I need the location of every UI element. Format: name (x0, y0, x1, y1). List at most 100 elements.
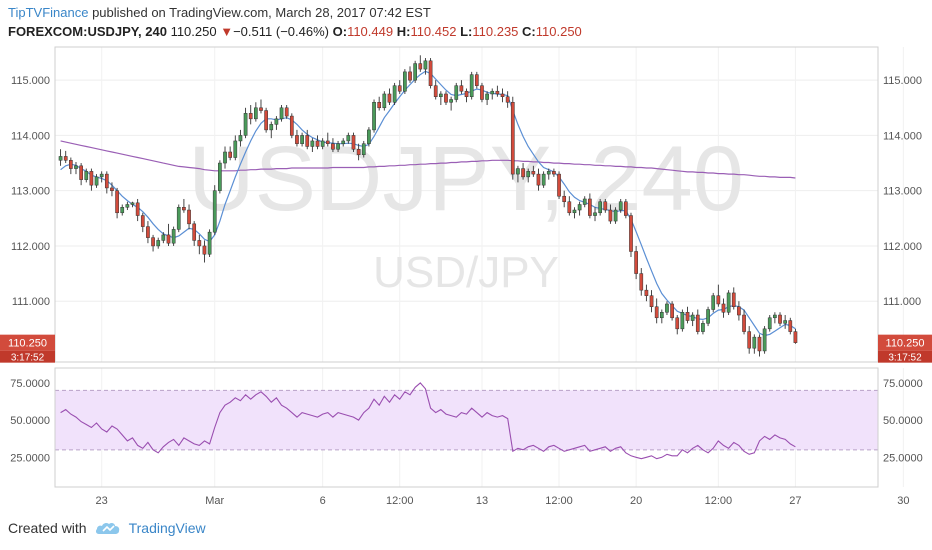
candle (649, 290, 654, 313)
candle (454, 82, 459, 103)
author-link[interactable]: TipTVFinance (8, 5, 89, 20)
candle (79, 163, 83, 186)
candle-body-up (701, 323, 705, 332)
candle-body-up (300, 135, 304, 144)
candle-body-down (521, 168, 525, 178)
candle-body-down (331, 143, 335, 150)
price-tick-left: 112.000 (11, 241, 50, 253)
candle (721, 298, 726, 318)
candle-body-down (737, 306, 741, 316)
published-text: published on TradingView.com, March 28, … (92, 5, 431, 20)
candle-body-up (526, 171, 531, 178)
candle (115, 187, 119, 219)
candle-body-up (218, 162, 222, 191)
candle (367, 127, 371, 147)
rsi-tick-right: 75.0000 (883, 378, 923, 390)
time-tick-label: 30 (897, 495, 909, 507)
candle (238, 129, 243, 147)
candle (469, 71, 474, 100)
candle-body-down (505, 96, 510, 103)
candle-body-up (84, 171, 89, 180)
candle (783, 315, 787, 329)
candle (166, 223, 171, 246)
candle-body-down (110, 187, 114, 191)
candle (269, 121, 274, 139)
candle (336, 140, 340, 152)
candle (767, 315, 772, 332)
publish-info: TipTVFinance published on TradingView.co… (8, 5, 431, 20)
main-pane-border (54, 46, 879, 363)
price-tick-left: 114.000 (11, 130, 50, 142)
candle (778, 312, 782, 327)
rsi-band (55, 390, 878, 450)
rsi-tick-left: 25.0000 (10, 452, 50, 464)
candle-body-down (259, 107, 263, 111)
candle-body-down (500, 93, 505, 97)
candle (413, 60, 417, 83)
candle (182, 198, 186, 213)
candle-body-down (197, 240, 202, 247)
candle-body-down (151, 237, 155, 247)
candle (480, 82, 484, 103)
candle (423, 58, 428, 75)
candle-body-up (726, 292, 731, 313)
rsi-pane-border (54, 367, 879, 488)
candle-body-down (742, 314, 746, 332)
candle-body-down (510, 102, 515, 175)
candle (608, 204, 613, 224)
candle (711, 292, 716, 313)
rsi-tick-right: 50.0000 (883, 415, 923, 427)
candle-body-up (449, 99, 453, 103)
candle-body-up (212, 190, 217, 233)
candle (531, 165, 536, 177)
candle-body-down (377, 102, 382, 109)
candle (731, 287, 736, 310)
candle-body-up (156, 240, 161, 247)
candle-body-down (397, 85, 402, 92)
candle-body-up (665, 303, 669, 313)
candle-body-up (176, 207, 181, 230)
time-tick-label: 12:00 (705, 495, 733, 507)
candle-body-up (367, 129, 371, 144)
candle (84, 168, 89, 183)
candle-body-up (767, 317, 772, 330)
candle (274, 116, 279, 130)
candle-body-up (361, 143, 366, 156)
candle (58, 149, 63, 166)
candle-body-down (608, 209, 613, 222)
countdown-tag-left (0, 350, 55, 363)
candle (536, 168, 541, 191)
candle (320, 138, 325, 150)
rsi-tick-left: 75.0000 (10, 378, 50, 390)
created-with-label: Created with (8, 520, 87, 536)
candle-body-down (428, 60, 433, 86)
candle (459, 80, 464, 94)
candle (433, 80, 438, 100)
candle (361, 140, 366, 158)
candle (110, 182, 114, 197)
time-tick-label: Mar (205, 495, 224, 507)
candle-body-down (202, 245, 207, 255)
candle-body-down (747, 331, 752, 349)
close-value: 110.250 (535, 24, 582, 39)
candle-body-down (182, 207, 186, 211)
countdown-label: 3:17:52 (11, 353, 45, 364)
candle (192, 221, 197, 246)
tradingview-link[interactable]: TradingView (128, 520, 206, 536)
candle-body-up (269, 124, 274, 131)
candle (284, 105, 289, 119)
price-tags: 110.250 3:17:52 110.250 3:17:52 (0, 334, 932, 364)
candle (223, 146, 227, 169)
candle (197, 234, 202, 255)
candle-body-down (603, 201, 608, 211)
candle (403, 69, 407, 94)
candle (629, 212, 633, 257)
axes: 115.000 115.000 114.000 114.000 113.000 113.0… (10, 75, 923, 507)
candle-body-up (120, 207, 125, 214)
candle-body-down (552, 171, 556, 175)
candle (94, 174, 99, 188)
candle (120, 204, 125, 216)
candle-body-down (284, 107, 289, 117)
price-tick-left: 115.000 (11, 75, 50, 87)
